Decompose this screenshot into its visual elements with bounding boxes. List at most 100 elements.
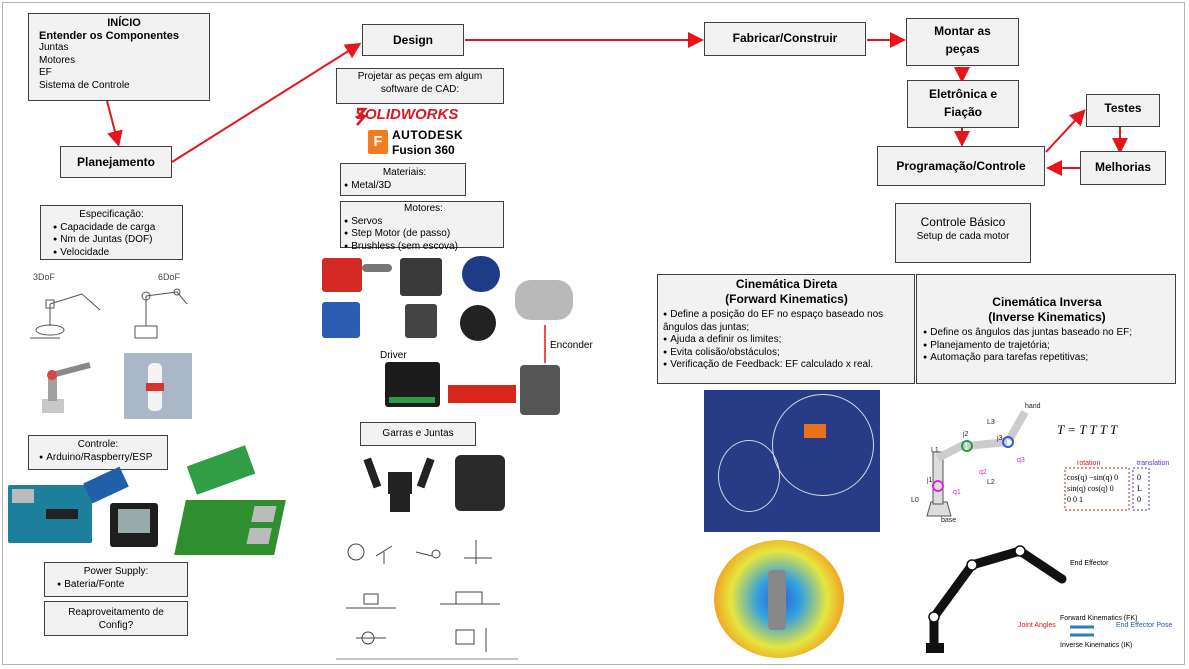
arrow-programacao-testes: [1046, 112, 1083, 152]
dc-motor-image: [515, 280, 573, 320]
inicio-item: EF: [39, 67, 209, 80]
fk-label: L2: [987, 479, 995, 486]
servo-blue-image: [322, 302, 360, 338]
fk-label: L1: [931, 447, 939, 454]
controle-box: Controle: Arduino/Raspberry/ESP: [28, 435, 168, 470]
stepper-motor-image: [400, 258, 442, 296]
inicio-item: Sistema de Controle: [39, 80, 209, 93]
cinematica-direta-box: Cinemática Direta (Forward Kinematics) D…: [657, 274, 915, 384]
inicio-item: Motores: [39, 55, 209, 68]
power-item: Bateria/Fonte: [57, 579, 187, 592]
fusion-icon: F: [368, 130, 388, 154]
fk-label: L0: [911, 497, 919, 504]
motores-title: Motores:: [344, 203, 503, 216]
inicio-subtitle: Entender os Componentes: [39, 30, 209, 43]
robot-3dof-sketch-image: [20, 282, 110, 342]
ci-item: Planejamento de trajetória;: [923, 340, 1171, 353]
power-title: Power Supply:: [45, 566, 187, 579]
reaproveitamento-box: Reaproveitamento de Config?: [44, 601, 188, 636]
joint-actuator-image: [455, 455, 505, 511]
cd-item: Evita colisão/obstáculos;: [663, 347, 910, 360]
robot-arm-photo-image: [124, 353, 192, 419]
arrow-inicio-planejamento: [107, 101, 118, 143]
inicio-box: INÍCIO Entender os Componentes Juntas Mo…: [28, 13, 210, 101]
ik-label-joint-angles: Joint Angles: [1018, 622, 1056, 629]
inicio-item: Juntas: [39, 42, 209, 55]
controle-basico-box: Controle Básico Setup de cada motor: [895, 203, 1031, 263]
fk-label: j3: [996, 435, 1003, 442]
servo-horn-image: [362, 264, 392, 272]
fabricar-box: Fabricar/Construir: [704, 22, 866, 56]
stepper-small-image: [405, 304, 437, 338]
ik-label-ee-pose: End Effector Pose: [1116, 622, 1172, 629]
gripper-image: [360, 452, 440, 520]
ik-arm-diagram: End Effector Forward Kinematics (FK) Inv…: [910, 535, 1176, 659]
fk-label: base: [941, 517, 956, 524]
dof6-label: 6DoF: [158, 272, 180, 282]
especificacao-item: Nm de Juntas (DOF): [53, 234, 182, 247]
servo-red-image: [322, 258, 362, 292]
svg-text:sin(q) cos(q) 0: sin(q) cos(q) 0: [1067, 484, 1114, 493]
fusion-logo: Fusion 360: [392, 143, 455, 157]
motores-box: Motores: Servos Step Motor (de passo) Br…: [340, 201, 504, 248]
ci-item: Define os ângulos das juntas baseado no …: [923, 327, 1171, 340]
fk-workspace-render-image: [704, 390, 880, 532]
svg-text:cos(q) −sin(q) 0: cos(q) −sin(q) 0: [1067, 473, 1118, 482]
ik-label-end-effector: End Effector: [1070, 560, 1109, 567]
brushless-blue-image: [462, 256, 500, 292]
especificacao-item: Velocidade: [53, 247, 182, 260]
fk-label: j2: [962, 431, 969, 438]
planejamento-box: Planejamento: [60, 146, 172, 178]
motores-item: Brushless (sem escova): [344, 241, 503, 254]
cinematica-inversa-box: Cinemática Inversa (Inverse Kinematics) …: [916, 274, 1176, 384]
svg-text:0: 0: [1137, 495, 1141, 504]
esc-image: [448, 385, 516, 403]
ik-workspace-heatmap-image: [704, 536, 880, 662]
motores-item: Servos: [344, 216, 503, 229]
ik-label-fk: Forward Kinematics (FK): [1060, 615, 1137, 622]
ci-title: Cinemática Inversa: [923, 295, 1171, 310]
autodesk-logo: AUTODESK: [392, 128, 463, 142]
fk-label: hand: [1025, 403, 1041, 410]
encoder-motor-image: [520, 365, 560, 415]
svg-text:0: 0: [1137, 473, 1141, 482]
arduino-board-image: [8, 485, 92, 543]
ik-label-ik: Inverse Kinematics (IK): [1060, 642, 1132, 649]
driver-label: Driver: [380, 350, 407, 361]
montar-box: Montar as peças: [906, 18, 1019, 66]
power-supply-box: Power Supply: Bateria/Fonte: [44, 562, 188, 597]
cd-item: Define a posição do EF no espaço baseado…: [663, 309, 910, 334]
rotation-label: rotation: [1077, 460, 1100, 467]
fk-arm-diagram: hand L3 j3 q3 j2 L1 q2 L2 j1 q1 L0 base: [905, 398, 1055, 524]
esp32-image: [110, 503, 158, 547]
translation-label: translation: [1137, 460, 1169, 467]
ci-subtitle: (Inverse Kinematics): [923, 310, 1171, 325]
ci-item: Automação para tarefas repetitivas;: [923, 352, 1171, 365]
fk-label: L3: [987, 419, 995, 426]
robot-6dof-sketch-image: [125, 282, 205, 344]
cd-subtitle: (Forward Kinematics): [663, 292, 910, 307]
eletronica-box: Eletrônica e Fiação: [907, 80, 1019, 128]
fk-transform-matrix: T = T T T T rotation translation cos(q) …: [1055, 408, 1177, 518]
especificacao-item: Capacidade de carga: [53, 222, 182, 235]
cad-box: Projetar as peças em algum software de C…: [336, 68, 504, 104]
robot-arm-render-image: [20, 355, 105, 420]
programacao-box: Programação/Controle: [877, 146, 1045, 186]
fk-label: j1: [926, 477, 933, 484]
motores-item: Step Motor (de passo): [344, 228, 503, 241]
joint-types-diagram: [336, 532, 518, 660]
especificacao-box: Especificação: Capacidade de carga Nm de…: [40, 205, 183, 260]
solidworks-icon: [355, 105, 375, 127]
dof3-label: 3DoF: [33, 272, 55, 282]
svg-text:T = T T T T: T = T T T T: [1057, 422, 1118, 437]
controle-basico-title: Controle Básico: [896, 214, 1030, 230]
materiais-box: Materiais: Metal/3D: [340, 163, 466, 196]
brushless-black-image: [460, 305, 496, 341]
stepper-driver-image: [385, 362, 440, 407]
svg-text:L: L: [1137, 484, 1142, 493]
fk-label: q3: [1017, 457, 1025, 464]
controle-title: Controle:: [29, 439, 167, 452]
cd-title: Cinemática Direta: [663, 277, 910, 292]
materiais-title: Materiais:: [344, 167, 465, 180]
encoder-label: Enconder: [550, 340, 593, 351]
